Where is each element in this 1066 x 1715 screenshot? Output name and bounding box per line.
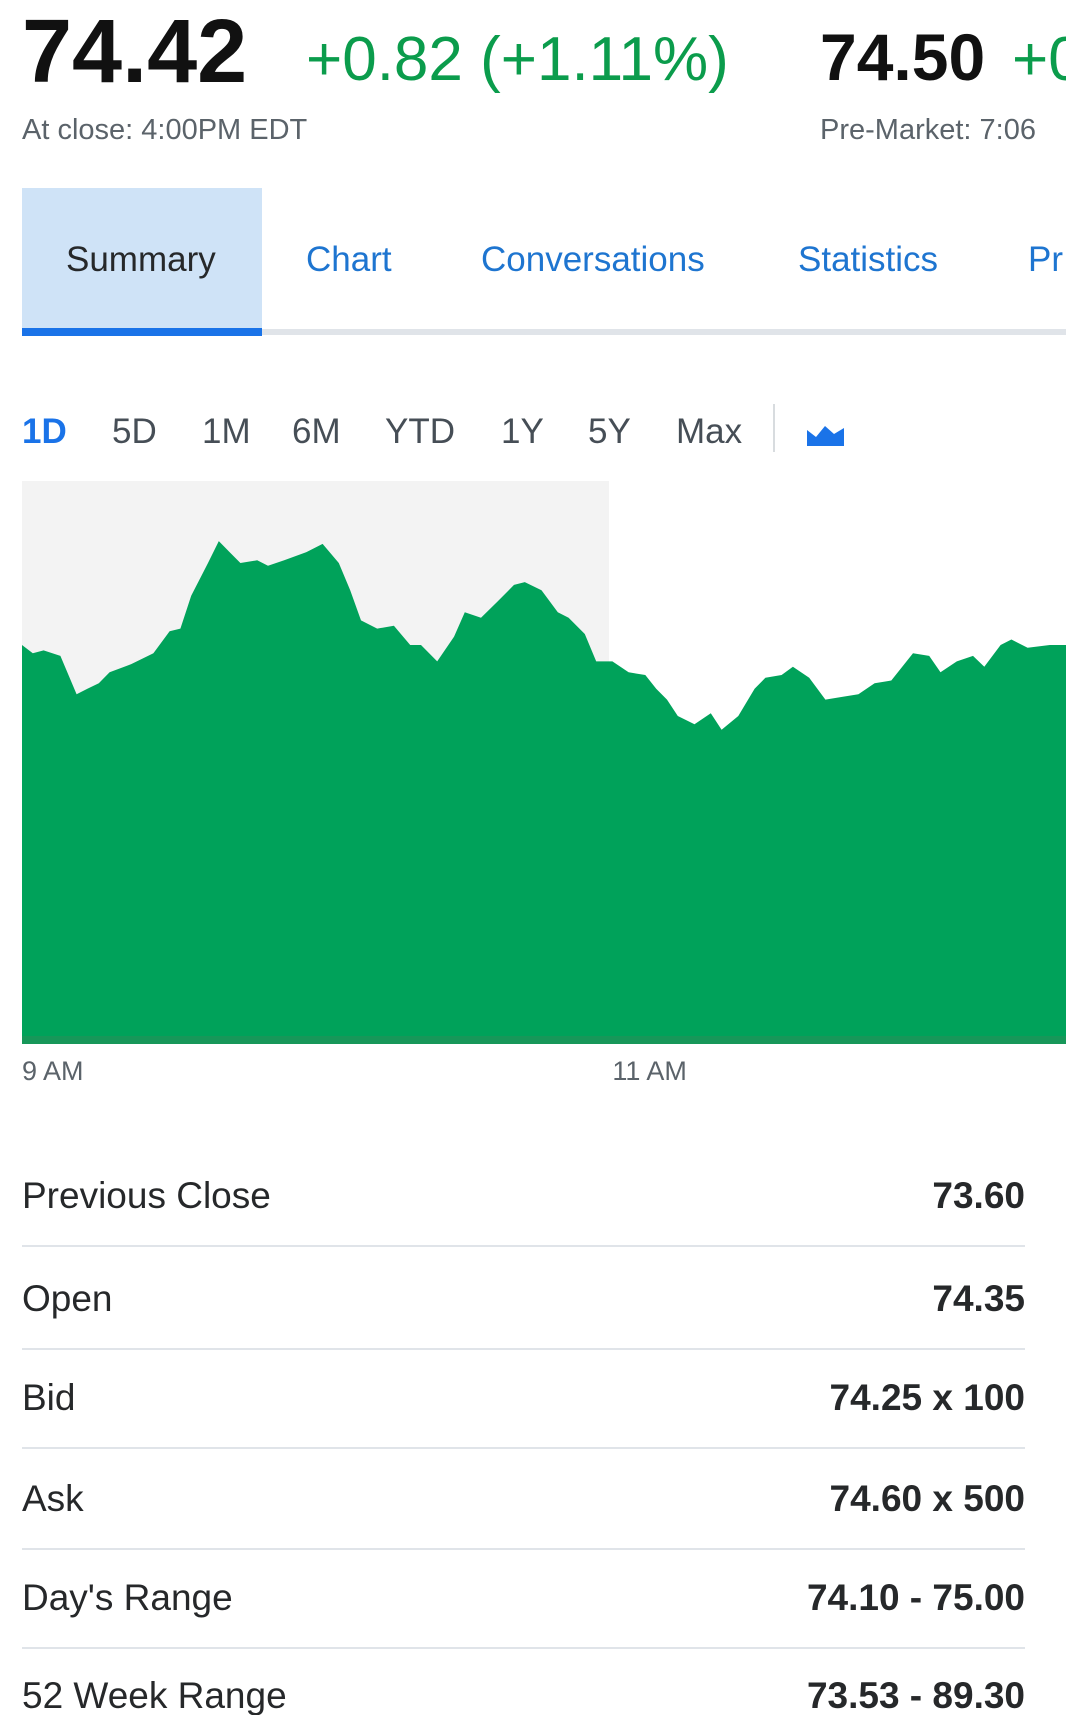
x-tick-label: 11 AM [612, 1056, 687, 1086]
stat-label: 52 Week Range [22, 1675, 287, 1715]
close-time: At close: 4:00PM EDT [22, 114, 308, 146]
stat-label: Open [22, 1278, 113, 1319]
tab[interactable]: Conversations [481, 240, 705, 279]
range-button[interactable]: 1M [202, 412, 251, 451]
range-button[interactable]: 6M [292, 412, 341, 451]
x-tick-label: 9 AM [22, 1056, 84, 1086]
range-button[interactable]: Max [676, 412, 743, 451]
pre-price: 74.50 [820, 20, 985, 94]
range-button[interactable]: 1D [22, 412, 67, 451]
price: 74.42 [22, 2, 247, 102]
stat-value: 74.60 x 500 [830, 1478, 1025, 1519]
pre-change: +0 [1012, 25, 1066, 94]
stat-value: 74.25 x 100 [830, 1377, 1025, 1418]
range-button[interactable]: 5D [112, 412, 157, 451]
chart-type-icon[interactable] [807, 426, 844, 446]
tab-rule [22, 329, 1066, 335]
range-button[interactable]: YTD [385, 412, 455, 451]
stat-label: Ask [22, 1478, 84, 1519]
tab[interactable]: Chart [306, 240, 392, 279]
tab[interactable]: Pr [1028, 240, 1063, 279]
active-tab-underline [22, 328, 262, 336]
range-button[interactable]: 5Y [588, 412, 631, 451]
stat-label: Bid [22, 1377, 75, 1418]
stat-value: 73.60 [932, 1175, 1025, 1216]
stat-value: 73.53 - 89.30 [807, 1675, 1025, 1715]
price-change: +0.82 (+1.11%) [306, 25, 729, 94]
active-tab-bg [22, 188, 262, 333]
tab[interactable]: Statistics [798, 240, 938, 279]
pre-time: Pre-Market: 7:06 [820, 114, 1036, 146]
stat-label: Day's Range [22, 1577, 233, 1618]
price-area [22, 541, 1066, 1044]
range-button[interactable]: 1Y [501, 412, 544, 451]
stat-label: Previous Close [22, 1175, 271, 1216]
stat-value: 74.10 - 75.00 [807, 1577, 1025, 1618]
tab[interactable]: Summary [66, 240, 216, 279]
stat-value: 74.35 [932, 1278, 1025, 1319]
volume-strip [22, 1036, 1066, 1044]
